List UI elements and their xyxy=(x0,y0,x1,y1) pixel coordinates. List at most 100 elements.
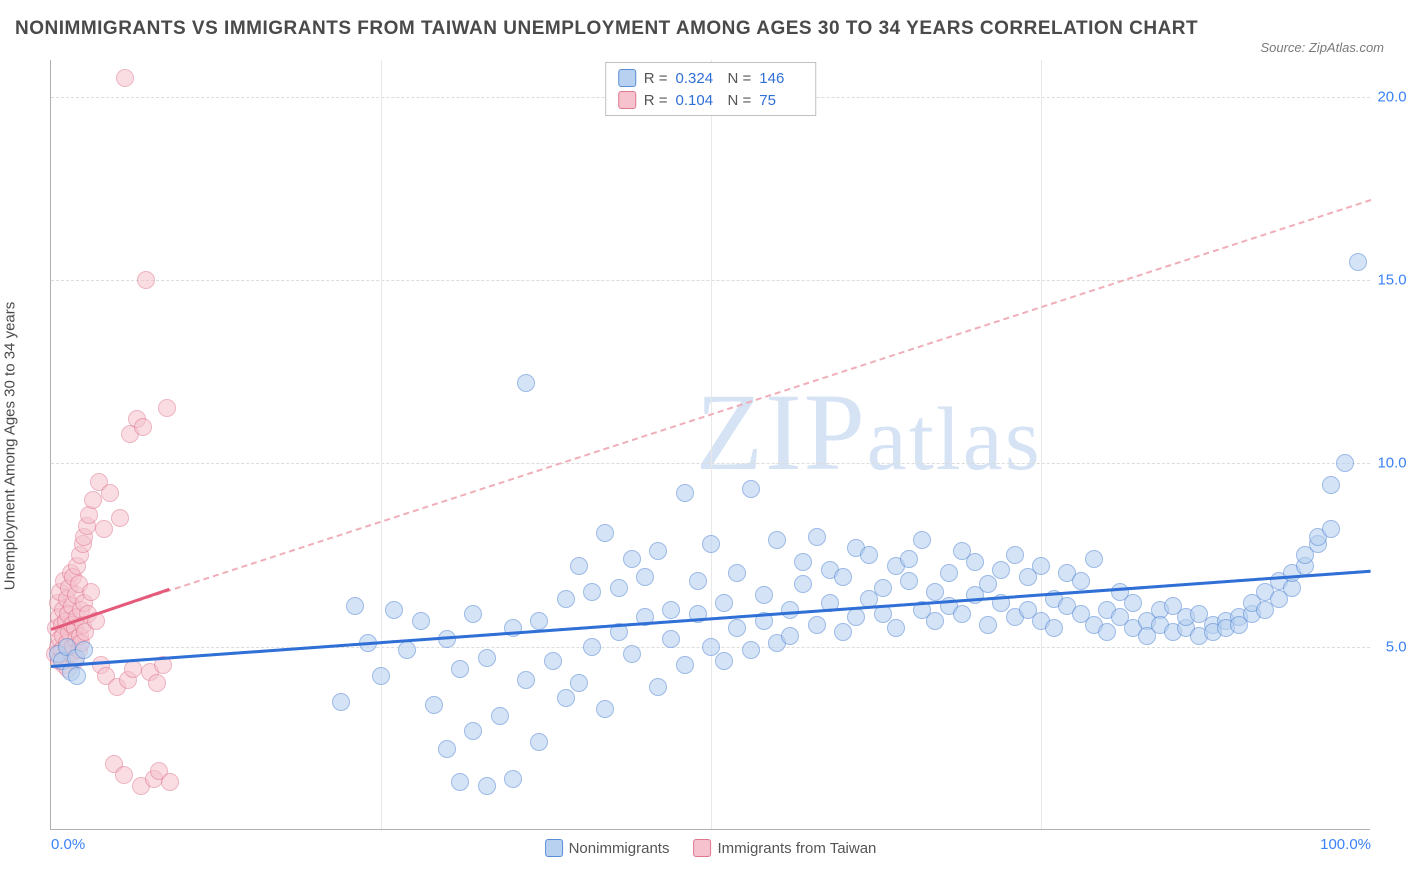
data-point xyxy=(874,579,892,597)
data-point xyxy=(451,660,469,678)
data-point xyxy=(742,480,760,498)
data-point xyxy=(596,700,614,718)
data-point xyxy=(662,630,680,648)
data-point xyxy=(847,608,865,626)
x-tick-label: 0.0% xyxy=(51,836,85,853)
data-point xyxy=(715,594,733,612)
data-point xyxy=(517,671,535,689)
data-point xyxy=(1085,550,1103,568)
data-point xyxy=(570,557,588,575)
data-point xyxy=(794,575,812,593)
data-point xyxy=(834,568,852,586)
data-point xyxy=(412,612,430,630)
data-point xyxy=(1098,623,1116,641)
legend-swatch-pink xyxy=(618,91,636,109)
data-point xyxy=(808,616,826,634)
data-point xyxy=(623,550,641,568)
data-point xyxy=(385,601,403,619)
legend-label-blue: Nonimmigrants xyxy=(569,840,670,857)
data-point xyxy=(464,722,482,740)
data-point xyxy=(116,69,134,87)
data-point xyxy=(781,627,799,645)
data-point xyxy=(623,645,641,663)
data-point xyxy=(75,641,93,659)
data-point xyxy=(1322,520,1340,538)
data-point xyxy=(940,564,958,582)
legend-label-pink: Immigrants from Taiwan xyxy=(717,840,876,857)
data-point xyxy=(478,777,496,795)
data-point xyxy=(834,623,852,641)
data-point xyxy=(570,674,588,692)
data-point xyxy=(913,531,931,549)
data-point xyxy=(768,531,786,549)
data-point xyxy=(689,572,707,590)
data-point xyxy=(926,583,944,601)
data-point xyxy=(636,568,654,586)
data-point xyxy=(504,770,522,788)
gridline-v xyxy=(711,60,712,829)
data-point xyxy=(425,696,443,714)
legend-swatch-blue xyxy=(618,69,636,87)
legend-swatch-blue xyxy=(545,839,563,857)
data-point xyxy=(161,773,179,791)
data-point xyxy=(860,546,878,564)
data-point xyxy=(1124,594,1142,612)
data-point xyxy=(702,535,720,553)
r-label: R = xyxy=(644,70,668,87)
r-value-pink: 0.104 xyxy=(676,92,720,109)
scatter-plot: ZIPatlas R = 0.324 N = 146 R = 0.104 N =… xyxy=(50,60,1370,830)
data-point xyxy=(346,597,364,615)
legend-swatch-pink xyxy=(693,839,711,857)
data-point xyxy=(491,707,509,725)
data-point xyxy=(148,674,166,692)
data-point xyxy=(137,271,155,289)
data-point xyxy=(332,693,350,711)
data-point xyxy=(676,656,694,674)
watermark: ZIPatlas xyxy=(696,368,1042,495)
data-point xyxy=(728,564,746,582)
data-point xyxy=(662,601,680,619)
data-point xyxy=(530,733,548,751)
r-value-blue: 0.324 xyxy=(676,70,720,87)
data-point xyxy=(134,418,152,436)
data-point xyxy=(1349,253,1367,271)
data-point xyxy=(557,689,575,707)
data-point xyxy=(966,553,984,571)
r-label: R = xyxy=(644,92,668,109)
data-point xyxy=(101,484,119,502)
data-point xyxy=(438,740,456,758)
data-point xyxy=(530,612,548,630)
data-point xyxy=(583,583,601,601)
data-point xyxy=(1336,454,1354,472)
data-point xyxy=(1045,619,1063,637)
y-tick-label: 15.0% xyxy=(1375,272,1406,289)
data-point xyxy=(742,641,760,659)
data-point xyxy=(68,667,86,685)
y-tick-label: 5.0% xyxy=(1375,638,1406,655)
n-value-blue: 146 xyxy=(759,70,803,87)
data-point xyxy=(517,374,535,392)
data-point xyxy=(398,641,416,659)
data-point xyxy=(544,652,562,670)
n-label: N = xyxy=(728,70,752,87)
data-point xyxy=(1032,557,1050,575)
data-point xyxy=(610,579,628,597)
data-point xyxy=(451,773,469,791)
data-point xyxy=(111,509,129,527)
data-point xyxy=(900,572,918,590)
data-point xyxy=(649,678,667,696)
x-tick-label: 100.0% xyxy=(1320,836,1371,853)
data-point xyxy=(596,524,614,542)
data-point xyxy=(95,520,113,538)
data-point xyxy=(82,583,100,601)
data-point xyxy=(992,561,1010,579)
data-point xyxy=(1322,476,1340,494)
data-point xyxy=(755,586,773,604)
data-point xyxy=(583,638,601,656)
gridline-v xyxy=(381,60,382,829)
y-tick-label: 10.0% xyxy=(1375,455,1406,472)
data-point xyxy=(926,612,944,630)
data-point xyxy=(372,667,390,685)
data-point xyxy=(478,649,496,667)
data-point xyxy=(979,616,997,634)
